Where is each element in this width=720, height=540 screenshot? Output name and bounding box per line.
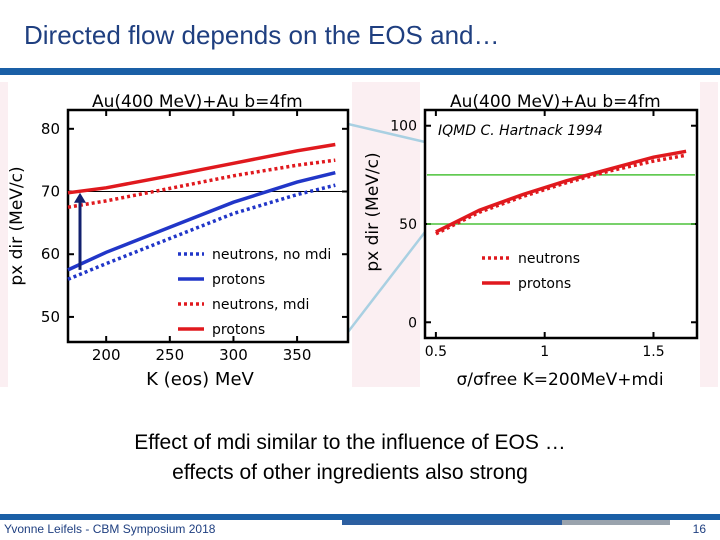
y-tick-label: 70 xyxy=(41,183,60,201)
source-annotation: IQMD C. Hartnack 1994 xyxy=(438,123,603,139)
zoom-connector-lines xyxy=(347,122,426,333)
y-tick-label: 80 xyxy=(41,120,60,138)
y-tick-label: 0 xyxy=(408,315,417,331)
x-tick-label: 1 xyxy=(540,344,549,360)
legend-label: neutrons, mdi xyxy=(212,297,309,313)
series-line xyxy=(67,171,336,272)
arrow-head xyxy=(74,192,86,203)
footer-bar xyxy=(0,514,720,520)
caption-line-2: effects of other ingredients also strong xyxy=(172,461,528,484)
connector-line xyxy=(347,122,426,144)
connector-line xyxy=(347,231,426,333)
y-tick-label: 100 xyxy=(390,119,417,135)
x-tick-label: 1.5 xyxy=(642,344,664,360)
y-tick-label: 50 xyxy=(399,217,417,233)
series-line xyxy=(435,153,687,236)
x-axis-label: K (eos) MeV xyxy=(146,369,254,390)
y-axis-label: px dir (MeV/c) xyxy=(7,166,27,285)
y-tick-label: 50 xyxy=(41,308,60,326)
header-bar xyxy=(0,68,720,75)
x-tick-label: 350 xyxy=(283,346,312,364)
legend-label: neutrons, no mdi xyxy=(212,247,331,263)
legend-label: protons xyxy=(518,276,571,292)
x-tick-label: 300 xyxy=(219,346,248,364)
legend-label: protons xyxy=(212,322,265,338)
figure-bg-block xyxy=(0,82,8,387)
x-tick-label: 200 xyxy=(92,346,121,364)
figure-background xyxy=(0,82,718,387)
chart-right: Au(400 MeV)+Au b=4fm 0.5 1 1.5 0 50 100 IQMD C.… xyxy=(363,92,699,390)
x-tick-label: 0.5 xyxy=(425,344,447,360)
y-tick-label: 60 xyxy=(41,245,60,263)
legend-label: neutrons xyxy=(518,251,580,267)
caption: Effect of mdi similar to the influence o… xyxy=(60,428,640,488)
page-number: 16 xyxy=(692,522,706,536)
caption-line-1: Effect of mdi similar to the influence o… xyxy=(134,431,566,454)
figure-bg-block xyxy=(700,82,718,387)
y-axis-label: px dir (MeV/c) xyxy=(363,152,383,271)
footer-accent-dark xyxy=(342,520,562,525)
chart-title: Au(400 MeV)+Au b=4fm xyxy=(450,92,661,112)
chart-left: Au(400 MeV)+Au b=4fm 200 250 300 350 50 60 70 80… xyxy=(7,92,350,390)
legend-label: protons xyxy=(212,272,265,288)
footer-author: Yvonne Leifels - CBM Symposium 2018 xyxy=(4,522,216,536)
slide-title: Directed flow depends on the EOS and… xyxy=(24,20,500,50)
x-tick-label: 250 xyxy=(155,346,184,364)
x-axis-label: σ/σfree K=200MeV+mdi xyxy=(456,370,663,390)
chart-title: Au(400 MeV)+Au b=4fm xyxy=(92,92,303,112)
series-line xyxy=(435,149,687,234)
series-line xyxy=(67,142,336,195)
footer-accent-grey xyxy=(562,520,670,525)
series-line xyxy=(67,158,336,209)
figure: Au(400 MeV)+Au b=4fm 200 250 300 350 50 60 70 80… xyxy=(0,82,718,390)
